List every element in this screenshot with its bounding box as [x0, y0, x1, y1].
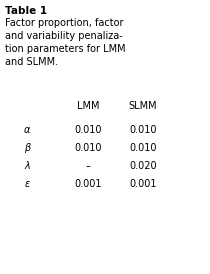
Text: SLMM: SLMM: [129, 101, 157, 111]
Text: λ: λ: [24, 161, 30, 171]
Text: Table 1: Table 1: [5, 6, 47, 16]
Text: 0.010: 0.010: [75, 143, 102, 153]
Text: 0.010: 0.010: [129, 143, 156, 153]
Text: 0.001: 0.001: [75, 179, 102, 189]
Text: 0.001: 0.001: [129, 179, 156, 189]
Text: and variability penaliza-: and variability penaliza-: [5, 31, 123, 41]
Text: β: β: [24, 143, 30, 153]
Text: 0.020: 0.020: [129, 161, 157, 171]
Text: ε: ε: [25, 179, 30, 189]
Text: and SLMM.: and SLMM.: [5, 57, 58, 67]
Text: 0.010: 0.010: [129, 125, 156, 135]
Text: LMM: LMM: [77, 101, 100, 111]
Text: Factor proportion, factor: Factor proportion, factor: [5, 18, 123, 28]
Text: α: α: [24, 125, 30, 135]
Text: tion parameters for LMM: tion parameters for LMM: [5, 44, 126, 54]
Text: –: –: [86, 161, 91, 171]
Text: 0.010: 0.010: [75, 125, 102, 135]
